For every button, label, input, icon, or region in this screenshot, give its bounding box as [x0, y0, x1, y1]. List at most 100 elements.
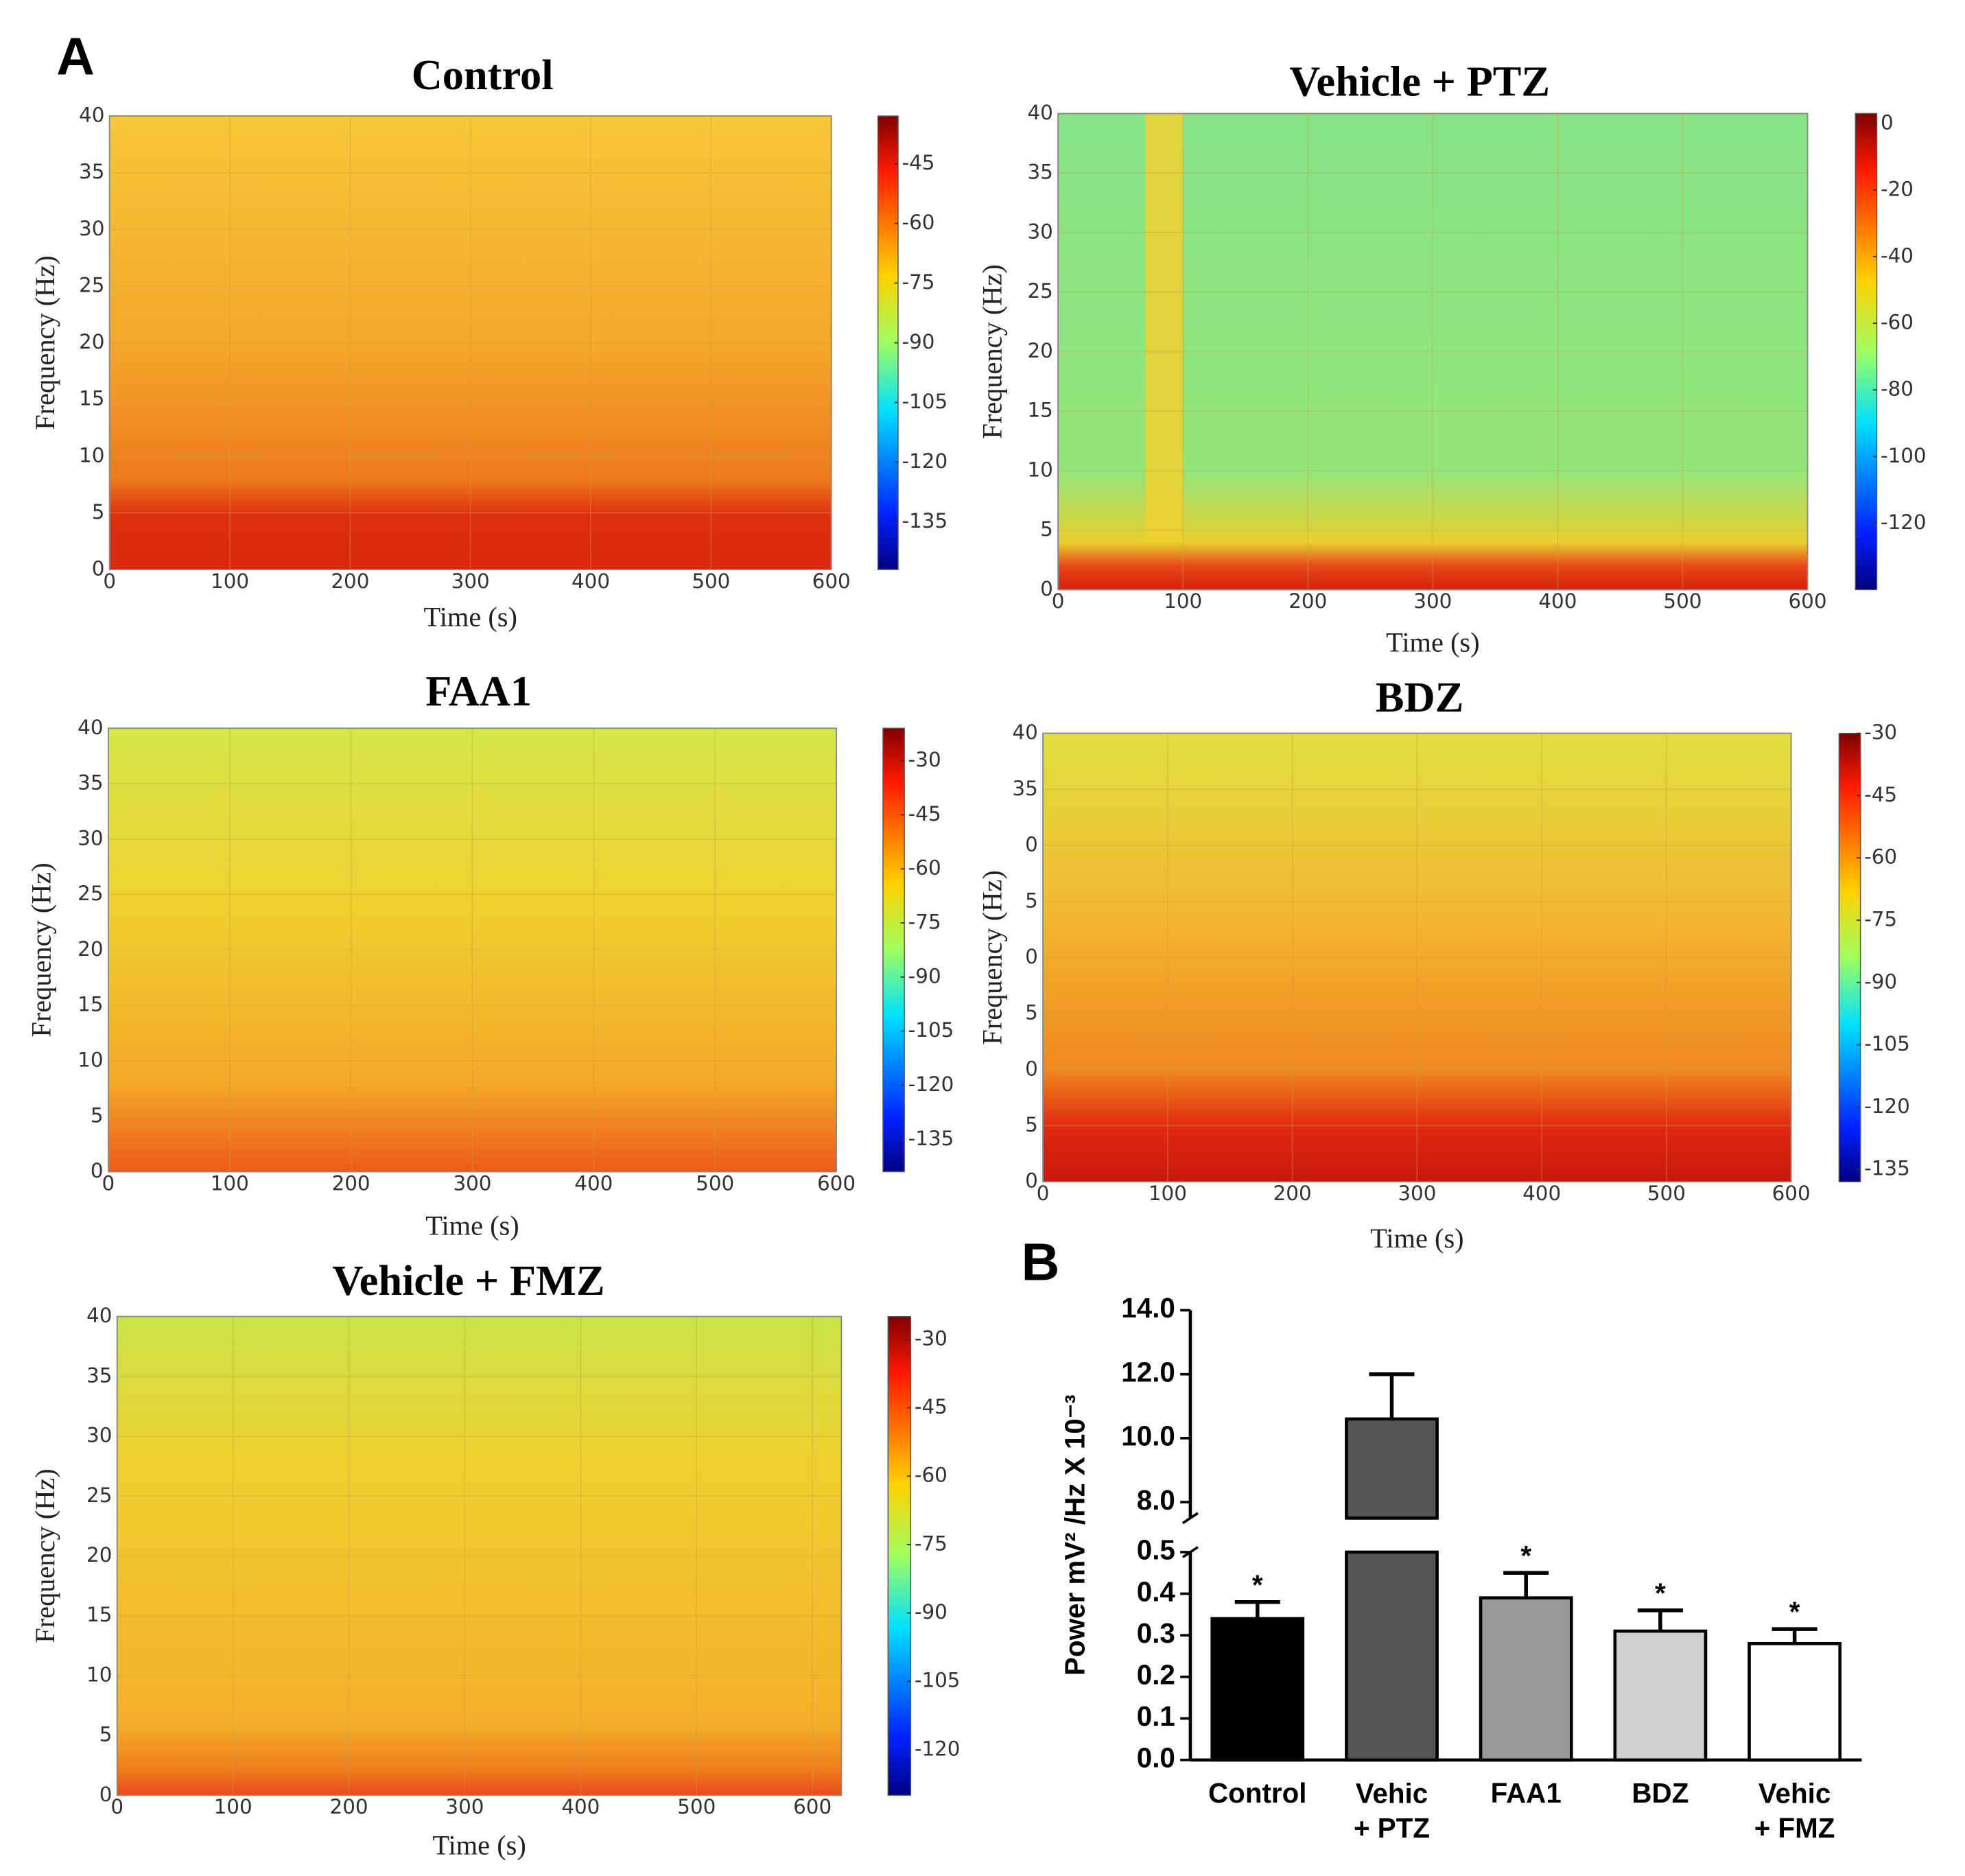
- y-tick-label: 15: [78, 993, 103, 1016]
- colorbar-tick-label: -60: [908, 856, 941, 880]
- y-tick-label: 15: [1027, 399, 1052, 422]
- colorbar-tick-label: -75: [902, 270, 935, 294]
- colorbar-tick-label: -135: [908, 1127, 954, 1150]
- y-tick-label: 0.4: [1137, 1575, 1176, 1607]
- x-tick-label: 0: [103, 570, 116, 593]
- x-tick-label: 200: [1273, 1182, 1312, 1205]
- y-tick-label: 10: [79, 443, 104, 467]
- x-tick-label: 500: [1647, 1182, 1686, 1205]
- y-tick-label: 12.0: [1121, 1356, 1175, 1387]
- x-tick-label: 600: [817, 1171, 856, 1195]
- y-tick-label: 25: [86, 1484, 112, 1507]
- y-tick-label: 0: [1025, 1057, 1038, 1080]
- x-tick-label: 300: [451, 570, 490, 593]
- y-tick-label: 40: [1012, 720, 1037, 744]
- bar: [1345, 1417, 1439, 1520]
- x-tick-label: 100: [1149, 1182, 1187, 1205]
- plot-frame: [1042, 732, 1792, 1183]
- x-tick-label: 100: [214, 1795, 252, 1818]
- y-tick-label: 0.1: [1137, 1700, 1175, 1732]
- x-tick-label: 0: [1037, 1182, 1050, 1205]
- y-tick-label: 0: [1025, 945, 1038, 968]
- y-tick-label: 14.0: [1121, 1292, 1175, 1324]
- colorbar-tick-label: -90: [1864, 970, 1897, 993]
- y-tick-label: 20: [79, 330, 104, 353]
- x-tick-label: 200: [1289, 589, 1327, 613]
- x-tick-label: 100: [211, 1171, 249, 1195]
- y-tick-label: 5: [1040, 517, 1053, 541]
- x-tick-label: 400: [561, 1795, 600, 1818]
- spectrogram-image: [108, 728, 837, 1172]
- bar: [1479, 1596, 1573, 1762]
- y-tick-label: 40: [78, 716, 103, 739]
- spectrogram-image: [1043, 733, 1791, 1182]
- x-tick-label: 100: [1164, 589, 1202, 613]
- plot-title: Vehicle + PTZ: [1289, 57, 1550, 105]
- x-tick-label: 0: [110, 1795, 123, 1818]
- spectrogram-image: [117, 1316, 842, 1796]
- significance-mark: *: [1252, 1569, 1263, 1600]
- y-tick-label: 35: [1012, 777, 1037, 800]
- colorbar-tick-label: -105: [915, 1669, 961, 1692]
- y-tick-label: 10.0: [1121, 1420, 1175, 1452]
- colorbar-tick-label: -120: [908, 1072, 954, 1096]
- y-tick-label: 20: [86, 1543, 112, 1567]
- y-tick-label: 5: [1025, 889, 1038, 912]
- x-tick-label: 200: [330, 1795, 368, 1818]
- y-tick-label: 0: [91, 1159, 104, 1182]
- y-tick-label: 10: [78, 1048, 103, 1072]
- y-tick-label: 30: [1027, 220, 1052, 243]
- y-tick-label: 5: [99, 1723, 113, 1746]
- x-tick-label: 400: [572, 570, 610, 593]
- y-tick-label: 25: [1027, 279, 1052, 303]
- colorbar-tick-label: -120: [1881, 511, 1927, 534]
- y-tick-label: 40: [79, 104, 104, 127]
- bar: [1748, 1641, 1842, 1762]
- x-tick-label: 100: [211, 570, 249, 593]
- x-tick-label: Vehic + FMZ: [1754, 1777, 1835, 1843]
- y-tick-label: 35: [79, 160, 104, 183]
- colorbar-tick-label: -60: [1881, 311, 1914, 334]
- colorbar-tick-label: -135: [902, 509, 948, 532]
- colorbar: [1855, 113, 1878, 591]
- y-tick-label: 8.0: [1137, 1484, 1175, 1516]
- x-tick-label: 200: [332, 1171, 370, 1195]
- x-tick-label: 600: [1772, 1182, 1811, 1205]
- y-tick-label: 0: [1025, 1169, 1038, 1193]
- x-tick-label: FAA1: [1491, 1777, 1562, 1809]
- x-tick-label: 300: [445, 1795, 484, 1818]
- colorbar-tick-label: -60: [915, 1464, 948, 1487]
- plot-frame: [107, 727, 837, 1173]
- x-axis-label: Time (s): [425, 1210, 519, 1241]
- y-tick-label: 0.5: [1137, 1534, 1175, 1566]
- y-tick-label: 0: [1025, 833, 1038, 856]
- x-tick-label: 600: [1788, 589, 1826, 613]
- colorbar-tick-label: -135: [1864, 1157, 1910, 1180]
- colorbar-tick-label: -30: [1864, 720, 1897, 744]
- colorbar-tick-label: -45: [902, 151, 935, 174]
- plot-title: FAA1: [425, 667, 532, 715]
- y-tick-label: 15: [86, 1603, 112, 1626]
- colorbar-tick-label: -30: [908, 748, 941, 771]
- colorbar-tick-label: -105: [902, 390, 948, 413]
- colorbar: [1838, 732, 1861, 1182]
- colorbar-tick-label: -105: [908, 1018, 954, 1042]
- y-tick-label: 5: [92, 500, 105, 524]
- y-tick-label: 0: [1040, 577, 1053, 600]
- x-tick-label: 300: [1413, 589, 1452, 613]
- y-axis-label: Frequency (Hz): [977, 264, 1008, 438]
- colorbar-tick-label: -20: [1881, 178, 1914, 201]
- x-tick-label: 0: [1052, 589, 1065, 613]
- colorbar-tick-label: -105: [1864, 1032, 1910, 1055]
- colorbar-tick-label: -90: [908, 964, 941, 987]
- y-tick-label: 5: [1025, 1113, 1038, 1136]
- y-tick-label: 35: [86, 1363, 112, 1387]
- y-tick-label: 35: [78, 771, 103, 795]
- plot-frame: [1057, 113, 1809, 591]
- colorbar-tick-label: -60: [1864, 845, 1897, 869]
- x-axis-label: Time (s): [423, 602, 517, 633]
- x-tick-label: 200: [331, 570, 369, 593]
- colorbar-tick-label: -45: [1864, 783, 1897, 806]
- x-tick-label: 400: [1538, 589, 1577, 613]
- x-tick-label: Vehic + PTZ: [1354, 1777, 1430, 1843]
